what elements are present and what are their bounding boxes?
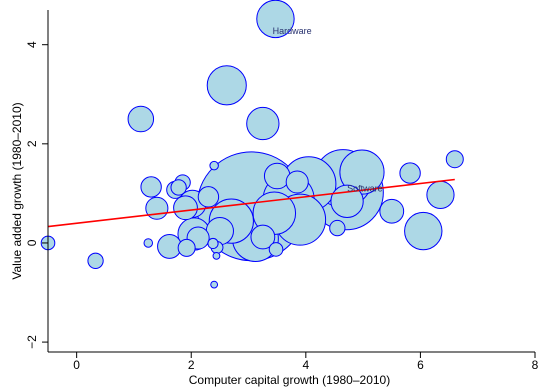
data-bubble	[173, 195, 198, 221]
annotation-label: Software	[347, 183, 383, 193]
data-bubble	[87, 252, 104, 269]
data-bubble	[145, 196, 169, 220]
data-bubble	[426, 180, 455, 209]
data-bubble	[143, 238, 154, 248]
annotation-layer: Hardware Software	[273, 26, 383, 194]
y-axis-title: Value added growth (1980–2010)	[10, 102, 24, 279]
x-axis-title: Computer capital growth (1980–2010)	[189, 373, 390, 387]
y-tick-label: 0	[25, 239, 39, 246]
annotation-label: Hardware	[273, 26, 312, 36]
data-bubble	[256, 0, 295, 39]
data-bubble	[207, 237, 219, 250]
data-bubble	[140, 176, 162, 198]
y-tick-label: 2	[25, 140, 39, 147]
data-bubble	[285, 170, 309, 194]
fit-line	[47, 178, 455, 228]
y-tick-label: 4	[25, 41, 39, 48]
data-bubble	[445, 150, 464, 169]
x-tick-label: 0	[73, 358, 80, 372]
data-bubble	[246, 106, 280, 141]
x-tick-label: 8	[532, 358, 539, 372]
data-bubble	[379, 198, 405, 224]
data-bubble	[329, 219, 346, 237]
data-bubble	[127, 105, 155, 133]
data-bubble	[170, 179, 187, 196]
x-tick-label: 4	[302, 358, 309, 372]
data-bubble	[399, 162, 421, 184]
data-bubble	[404, 211, 443, 251]
x-tick-label: 2	[188, 358, 195, 372]
data-bubble	[197, 186, 220, 208]
data-bubble	[268, 242, 284, 257]
y-tick-label: −2	[25, 335, 39, 349]
fit-line-layer	[47, 178, 455, 228]
data-bubble	[209, 160, 219, 171]
data-bubble	[177, 238, 196, 257]
data-bubble	[250, 224, 276, 250]
bubble-layer	[40, 0, 464, 289]
data-bubble	[206, 65, 247, 106]
data-bubble	[212, 251, 221, 260]
x-tick-label: 6	[417, 358, 424, 372]
data-bubble	[210, 280, 219, 289]
